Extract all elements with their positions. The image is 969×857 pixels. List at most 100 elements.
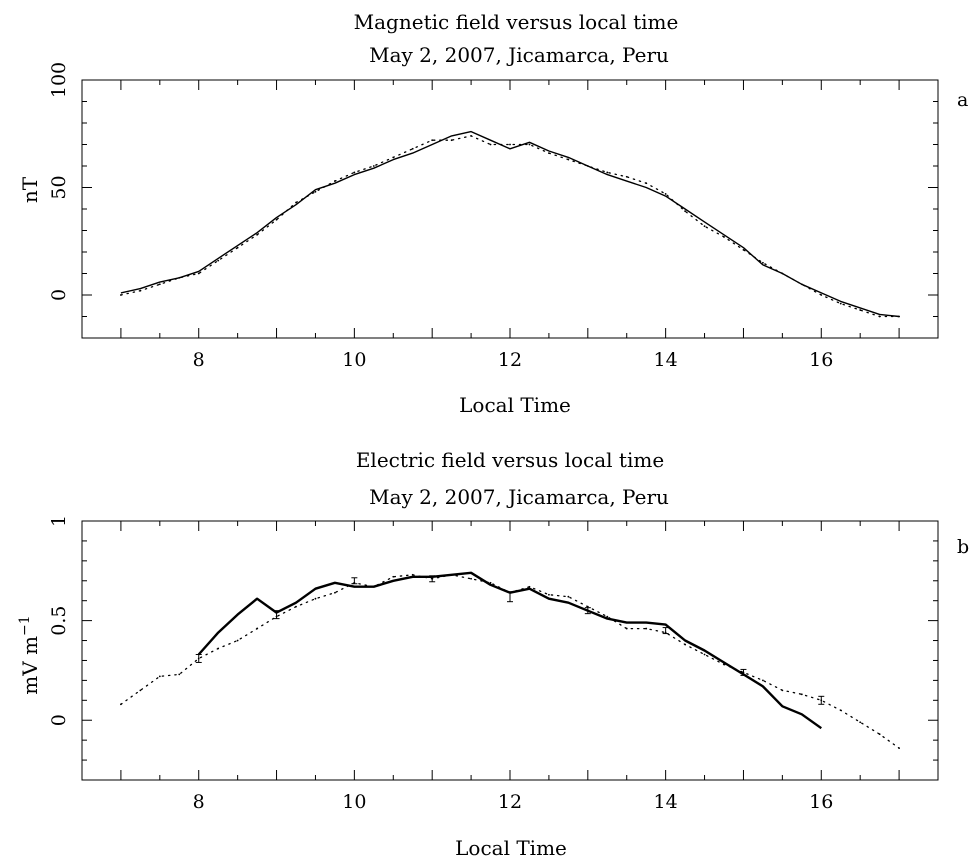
chart-a-data-point: [431, 139, 434, 142]
chart-b-xtick-label: 14: [654, 791, 678, 813]
chart-a-data-point: [606, 171, 609, 174]
chart-b-data-point: [762, 679, 764, 682]
chart-a-data-point: [353, 171, 356, 174]
chart-b-data-point: [859, 721, 862, 724]
chart-a-data-point: [236, 246, 239, 249]
chart-a-data-point: [878, 315, 881, 318]
chart-a-data-point: [664, 193, 667, 195]
chart-b-data-point: [839, 709, 842, 712]
chart-a-data-point: [684, 210, 686, 213]
chart-a-data-point: [723, 236, 725, 238]
chart-a-xtick-label: 12: [498, 349, 522, 371]
chart-b-data-point: [528, 585, 531, 588]
chart-a-series-dotted: [120, 135, 900, 318]
chart-b-error-bar: [818, 695, 825, 705]
chart-b-subtitle: May 2, 2007, Jicamarca, Peru: [369, 485, 669, 509]
chart-a-data-point: [528, 143, 531, 146]
chart-b-data-point: [411, 573, 414, 576]
chart-a-xlabel: Local Time: [459, 393, 571, 417]
chart-b-data-point: [548, 593, 550, 596]
chart-b-data-point: [158, 675, 161, 678]
chart-a-data-point: [314, 190, 317, 193]
chart-b-xlabel: Local Time: [455, 836, 567, 857]
chart-a-data-point: [217, 259, 220, 262]
chart-a-data-point: [742, 248, 745, 251]
chart-b-error-bar: [429, 575, 436, 583]
chart-b-xtick-label: 16: [809, 791, 833, 813]
chart-a-xtick-label: 16: [809, 349, 833, 371]
chart-b-error-bar: [195, 653, 202, 663]
chart-a-data-point: [392, 156, 395, 159]
chart-a-data-point: [139, 289, 142, 292]
chart-a-ytick-label: 100: [48, 62, 70, 98]
chart-a-data-point: [178, 276, 181, 279]
chart-b-ylabel-superscript: −1: [17, 615, 33, 636]
chart-a-data-point: [509, 143, 511, 146]
chart-a-data-point: [703, 225, 706, 228]
chart-b-data-point: [470, 577, 472, 580]
chart-a-data-point: [762, 261, 764, 264]
chart-a-data-point: [450, 139, 453, 142]
chart-b-error-bar: [584, 607, 591, 615]
chart-b-ytick-label: 0: [48, 714, 70, 726]
chart-b-data-point: [139, 689, 142, 692]
chart-b-data-point: [567, 595, 570, 598]
chart-b-error-bar: [351, 577, 358, 585]
chart-b-data-point: [703, 653, 706, 656]
chart-a-data-point: [334, 180, 336, 182]
chart-a-data-point: [645, 182, 648, 185]
chart-a-data-point: [800, 283, 803, 286]
chart-b-data-point: [450, 573, 453, 576]
chart-a-data-point: [567, 158, 570, 161]
chart-b-data-point: [586, 605, 589, 608]
chart-a-ylabel: nT: [18, 176, 42, 203]
chart-b-title: Electric field versus local time: [356, 448, 664, 472]
chart-b-data-point: [878, 733, 881, 736]
chart-b-data-point: [898, 747, 900, 750]
chart-a-data-point: [120, 294, 122, 296]
chart-a-ytick-label: 50: [48, 175, 70, 199]
chart-a-data-point: [859, 309, 862, 311]
chart-b-data-point: [723, 663, 725, 666]
chart-b-ytick-label: 1: [48, 515, 70, 527]
chart-a-data-point: [898, 315, 900, 318]
chart-a-plot: 8 10 12 14 16 0 50 100: [48, 62, 939, 371]
chart-b-data-point: [800, 693, 803, 696]
chart-b-data-point: [645, 627, 648, 630]
chart-a-data-point: [548, 152, 550, 155]
chart-b-ytick-label: 0.5: [48, 606, 70, 636]
chart-a-data-point: [625, 175, 628, 178]
chart-b-ylabel: mV m−1: [17, 615, 42, 694]
chart-b-data-point: [625, 627, 628, 630]
chart-a-data-point: [197, 272, 200, 275]
chart-b-data-point: [372, 585, 375, 588]
chart-b-data-point: [781, 689, 784, 692]
chart-a-data-point: [470, 135, 472, 137]
chart-b-data-point: [606, 615, 609, 618]
chart-b-data-point: [120, 703, 122, 706]
chart-a-data-point: [839, 302, 842, 305]
chart-b-ylabel-base: mV m: [18, 636, 42, 695]
chart-b-frame: [81, 520, 939, 781]
chart-b-data-point: [295, 605, 297, 608]
chart-a-subtitle: May 2, 2007, Jicamarca, Peru: [369, 43, 669, 67]
chart-b-data-point: [684, 643, 686, 646]
chart-a-data-point: [820, 294, 823, 296]
chart-a-data-point: [275, 218, 278, 221]
chart-b-data-point: [178, 673, 181, 676]
chart-b-data-point: [489, 581, 492, 584]
chart-a-data-point: [489, 143, 492, 146]
chart-b-data-point: [217, 647, 220, 650]
chart-b-data-point: [392, 575, 395, 578]
chart-b-xtick-label: 10: [342, 791, 366, 813]
chart-a-xtick-label: 8: [193, 349, 205, 371]
chart-b-error-bar: [740, 668, 747, 676]
chart-b-error-bar: [273, 610, 280, 620]
chart-a-xtick-label: 14: [654, 349, 678, 371]
chart-a-data-point: [295, 201, 297, 204]
chart-b-plot: 8 10 12 14 16 0 0.5 1: [48, 515, 939, 813]
chart-b-data-point: [314, 597, 317, 600]
chart-b-error-bar: [507, 591, 513, 603]
chart-a-series-solid: [120, 130, 900, 318]
